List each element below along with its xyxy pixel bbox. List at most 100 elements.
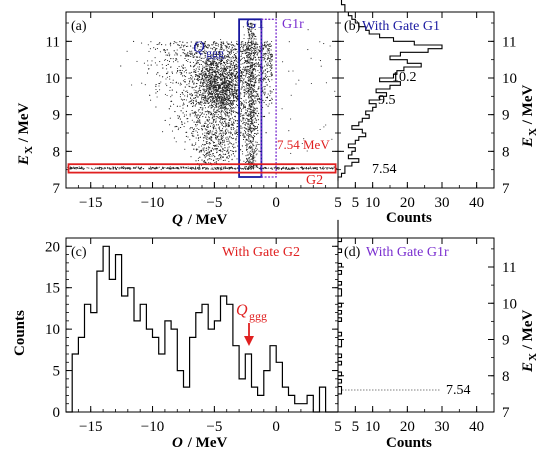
- scatter-point: [240, 110, 242, 112]
- scatter-point: [218, 71, 220, 73]
- scatter-point: [252, 95, 254, 97]
- scatter-point: [233, 119, 235, 121]
- scatter-point: [169, 89, 171, 91]
- scatter-point: [233, 54, 235, 56]
- scatter-point: [226, 72, 228, 74]
- scatter-point: [169, 86, 171, 88]
- scatter-point: [158, 82, 160, 85]
- scatter-point: [217, 103, 219, 105]
- scatter-point: [229, 102, 232, 104]
- scatter-point: [222, 149, 224, 151]
- scatter-point: [170, 42, 172, 44]
- scatter-point: [270, 66, 272, 68]
- scatter-point: [219, 91, 221, 93]
- scatter-point: [228, 50, 230, 53]
- scatter-point: [232, 106, 234, 109]
- scatter-point: [268, 79, 270, 81]
- scatter-point: [180, 98, 182, 100]
- scatter-point: [266, 71, 268, 73]
- scatter-point: [253, 164, 255, 167]
- scatter-point: [230, 64, 232, 66]
- scatter-point: [262, 53, 265, 55]
- scatter-point: [239, 51, 241, 53]
- scatter-point: [196, 56, 199, 58]
- scatter-point: [232, 103, 235, 105]
- scatter-point: [214, 48, 216, 50]
- scatter-point: [251, 102, 253, 104]
- scatter-point: [207, 74, 210, 76]
- scatter-point: [210, 103, 212, 105]
- scatter-point: [244, 113, 246, 115]
- scatter-point: [191, 144, 193, 146]
- scatter-point: [228, 67, 230, 69]
- scatter-point: [221, 62, 223, 64]
- scatter-point: [255, 44, 257, 46]
- scatter-point: [254, 128, 256, 130]
- scatter-point: [199, 111, 201, 113]
- scatter-point: [216, 92, 218, 94]
- scatter-point: [223, 85, 225, 87]
- scatter-point: [223, 49, 225, 51]
- scatter-point: [176, 72, 178, 74]
- scatter-point: [227, 97, 229, 99]
- scatter-point: [186, 105, 189, 107]
- scatter-point: [257, 63, 259, 65]
- scatter-point: [247, 119, 249, 121]
- scatter-point: [240, 50, 243, 53]
- scatter-point: [139, 168, 141, 170]
- scatter-point: [249, 117, 251, 120]
- scatter-point: [215, 104, 217, 106]
- scatter-point: [206, 44, 208, 46]
- scatter-point: [200, 151, 202, 153]
- scatter-point: [246, 46, 248, 48]
- scatter-point: [199, 120, 201, 122]
- scatter-point: [252, 76, 254, 78]
- scatter-point: [220, 157, 222, 159]
- scatter-point: [200, 72, 202, 74]
- scatter-point: [223, 87, 225, 89]
- scatter-point: [227, 143, 229, 145]
- scatter-point: [264, 55, 266, 57]
- scatter-point: [201, 112, 203, 114]
- scatter-point: [271, 91, 273, 93]
- scatter-point: [267, 49, 269, 51]
- scatter-point: [246, 25, 248, 27]
- scatter-point: [192, 101, 194, 103]
- scatter-point: [227, 123, 229, 125]
- scatter-point: [208, 151, 211, 153]
- scatter-point: [194, 96, 197, 99]
- scatter-point: [233, 127, 235, 129]
- scatter-point: [141, 82, 143, 84]
- scatter-point: [191, 105, 194, 107]
- scatter-point: [208, 59, 210, 61]
- scatter-point: [213, 93, 216, 95]
- scatter-point: [214, 107, 216, 109]
- scatter-point: [204, 92, 206, 94]
- scatter-point: [250, 52, 252, 54]
- scatter-point: [159, 51, 161, 53]
- scatter-point: [213, 46, 215, 48]
- scatter-point: [190, 92, 192, 94]
- scatter-point: [186, 90, 188, 92]
- scatter-point: [249, 75, 252, 77]
- scatter-point: [231, 95, 233, 97]
- scatter-point: [223, 140, 225, 142]
- scatter-point: [207, 126, 209, 128]
- scatter-point: [219, 52, 221, 54]
- scatter-point: [195, 111, 197, 114]
- scatter-point: [243, 37, 245, 40]
- scatter-point: [241, 167, 243, 170]
- scatter-point: [223, 61, 225, 64]
- scatter-point: [245, 60, 247, 62]
- scatter-point: [221, 121, 224, 123]
- scatter-point: [251, 100, 253, 102]
- scatter-point: [249, 126, 251, 128]
- scatter-point: [209, 101, 212, 103]
- scatter-point: [251, 156, 253, 158]
- scatter-point: [264, 78, 266, 80]
- scatter-point: [213, 104, 215, 106]
- scatter-point: [211, 99, 213, 101]
- scatter-point: [309, 166, 311, 168]
- scatter-point: [219, 56, 221, 58]
